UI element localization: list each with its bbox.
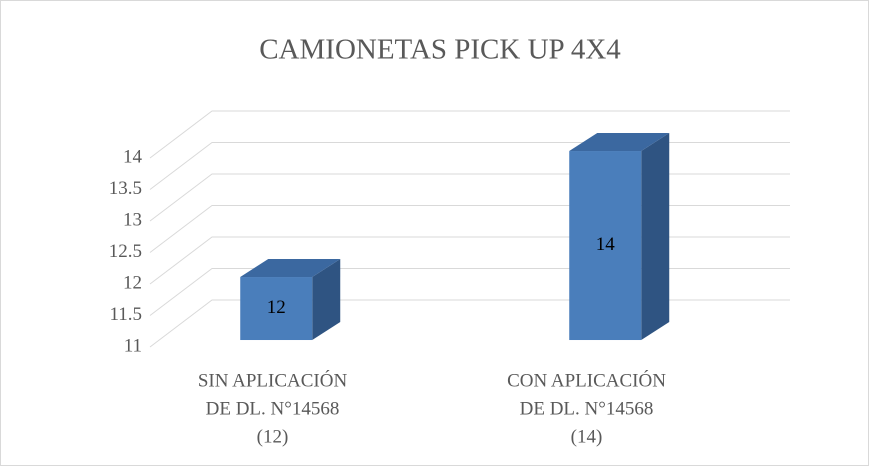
bar-side: [641, 133, 670, 341]
x-tick-label: DE DL. N°14568: [520, 398, 654, 419]
y-tick-label: 12: [123, 272, 142, 293]
data-label: 14: [596, 234, 616, 255]
x-tick-label: CON APLICACIÓN: [507, 369, 666, 391]
grid-line: [149, 110, 790, 159]
bar: [569, 133, 670, 341]
y-tick-label: 11: [124, 335, 142, 356]
y-tick-label: 11.5: [109, 304, 142, 325]
bar-top: [240, 259, 341, 278]
bar-front: [240, 277, 313, 341]
bar-side: [312, 259, 341, 341]
y-tick-label: 13.5: [109, 178, 142, 199]
data-label: 12: [267, 297, 286, 318]
bar: [240, 259, 341, 341]
x-tick-label: DE DL. N°14568: [206, 398, 340, 419]
bar-front: [569, 151, 642, 341]
x-tick-label: (12): [257, 426, 289, 447]
y-tick-label: 14: [123, 146, 143, 167]
x-tick-label: SIN APLICACIÓN: [198, 369, 348, 391]
chart-title: CAMIONETAS PICK UP 4X4: [259, 34, 621, 66]
y-tick-label: 13: [123, 209, 142, 230]
bar-top: [569, 133, 670, 152]
y-tick-label: 12.5: [109, 241, 142, 262]
x-tick-label: (14): [571, 426, 603, 447]
